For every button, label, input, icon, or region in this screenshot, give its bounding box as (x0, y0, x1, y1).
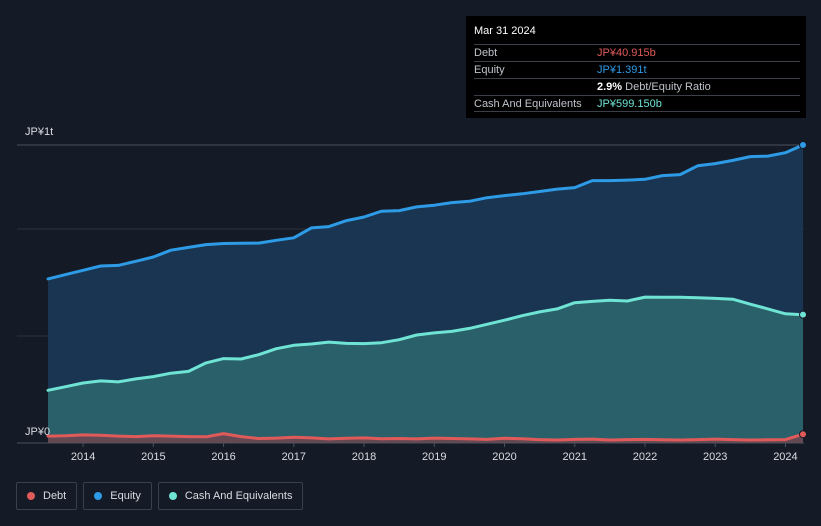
x-tick-label: 2018 (352, 451, 376, 463)
x-tick-label: 2021 (563, 451, 587, 463)
tooltip-ratio-label: Debt/Equity Ratio (625, 81, 711, 93)
legend-equity-label: Equity (110, 490, 141, 502)
x-tick-label: 2015 (141, 451, 165, 463)
legend-item-cash[interactable]: Cash And Equivalents (157, 482, 304, 510)
x-tick-label: 2017 (282, 451, 306, 463)
x-axis-ticks: 2014 2015 2016 2017 2018 2019 2020 2021 2022 2023… (71, 443, 798, 463)
legend-item-debt[interactable]: Debt (16, 482, 78, 510)
legend-debt-label: Debt (43, 490, 67, 502)
series-end-points (799, 141, 807, 439)
debt-line (46, 432, 805, 442)
tooltip-ratio-row: 2.9% Debt/Equity Ratio (474, 78, 800, 95)
tooltip-equity-label: Equity (474, 64, 505, 76)
chart-legend: Debt Equity Cash And Equivalents (16, 482, 304, 510)
equity-line (46, 143, 805, 281)
cash-end-point (799, 310, 807, 319)
tooltip-equity-row: Equity JP¥1.391t (474, 61, 800, 78)
x-tick-label: 2022 (633, 451, 657, 463)
cash-line (46, 295, 805, 392)
equity-dot-icon (94, 492, 103, 500)
y-axis-top-label: JP¥1t (25, 126, 53, 138)
legend-item-equity[interactable]: Equity (83, 482, 152, 510)
tooltip-date: Mar 31 2024 (474, 25, 536, 37)
cash-dot-icon (168, 492, 177, 500)
series-areas (48, 145, 803, 443)
x-tick-label: 2023 (703, 451, 727, 463)
x-tick-label: 2014 (71, 451, 95, 463)
tooltip-debt-row: Debt JP¥40.915b (474, 44, 800, 61)
y-axis-bottom-label: JP¥0 (25, 426, 50, 438)
x-tick-label: 2024 (773, 451, 797, 463)
tooltip-cash-label: Cash And Equivalents (474, 98, 582, 110)
tooltip-debt-label: Debt (474, 47, 498, 59)
legend-cash-label: Cash And Equivalents (184, 490, 293, 502)
equity-end-point (799, 141, 807, 149)
tooltip-ratio-value: 2.9% (597, 81, 623, 93)
debt-end-point (799, 430, 807, 439)
x-tick-label: 2016 (211, 451, 235, 463)
x-tick-label: 2019 (422, 451, 446, 463)
tooltip-cash-row: Cash And Equivalents JP¥599.150b (474, 95, 800, 112)
series-lines (46, 143, 805, 442)
tooltip-cash-value: JP¥599.150b (597, 98, 662, 110)
data-tooltip: Mar 31 2024 Debt JP¥40.915b Equity JP¥1.… (466, 16, 806, 118)
x-tick-label: 2020 (492, 451, 516, 463)
tooltip-debt-value: JP¥40.915b (597, 47, 656, 59)
cash-area (48, 297, 803, 443)
debt-dot-icon (27, 492, 35, 500)
tooltip-equity-value: JP¥1.391t (597, 64, 647, 76)
